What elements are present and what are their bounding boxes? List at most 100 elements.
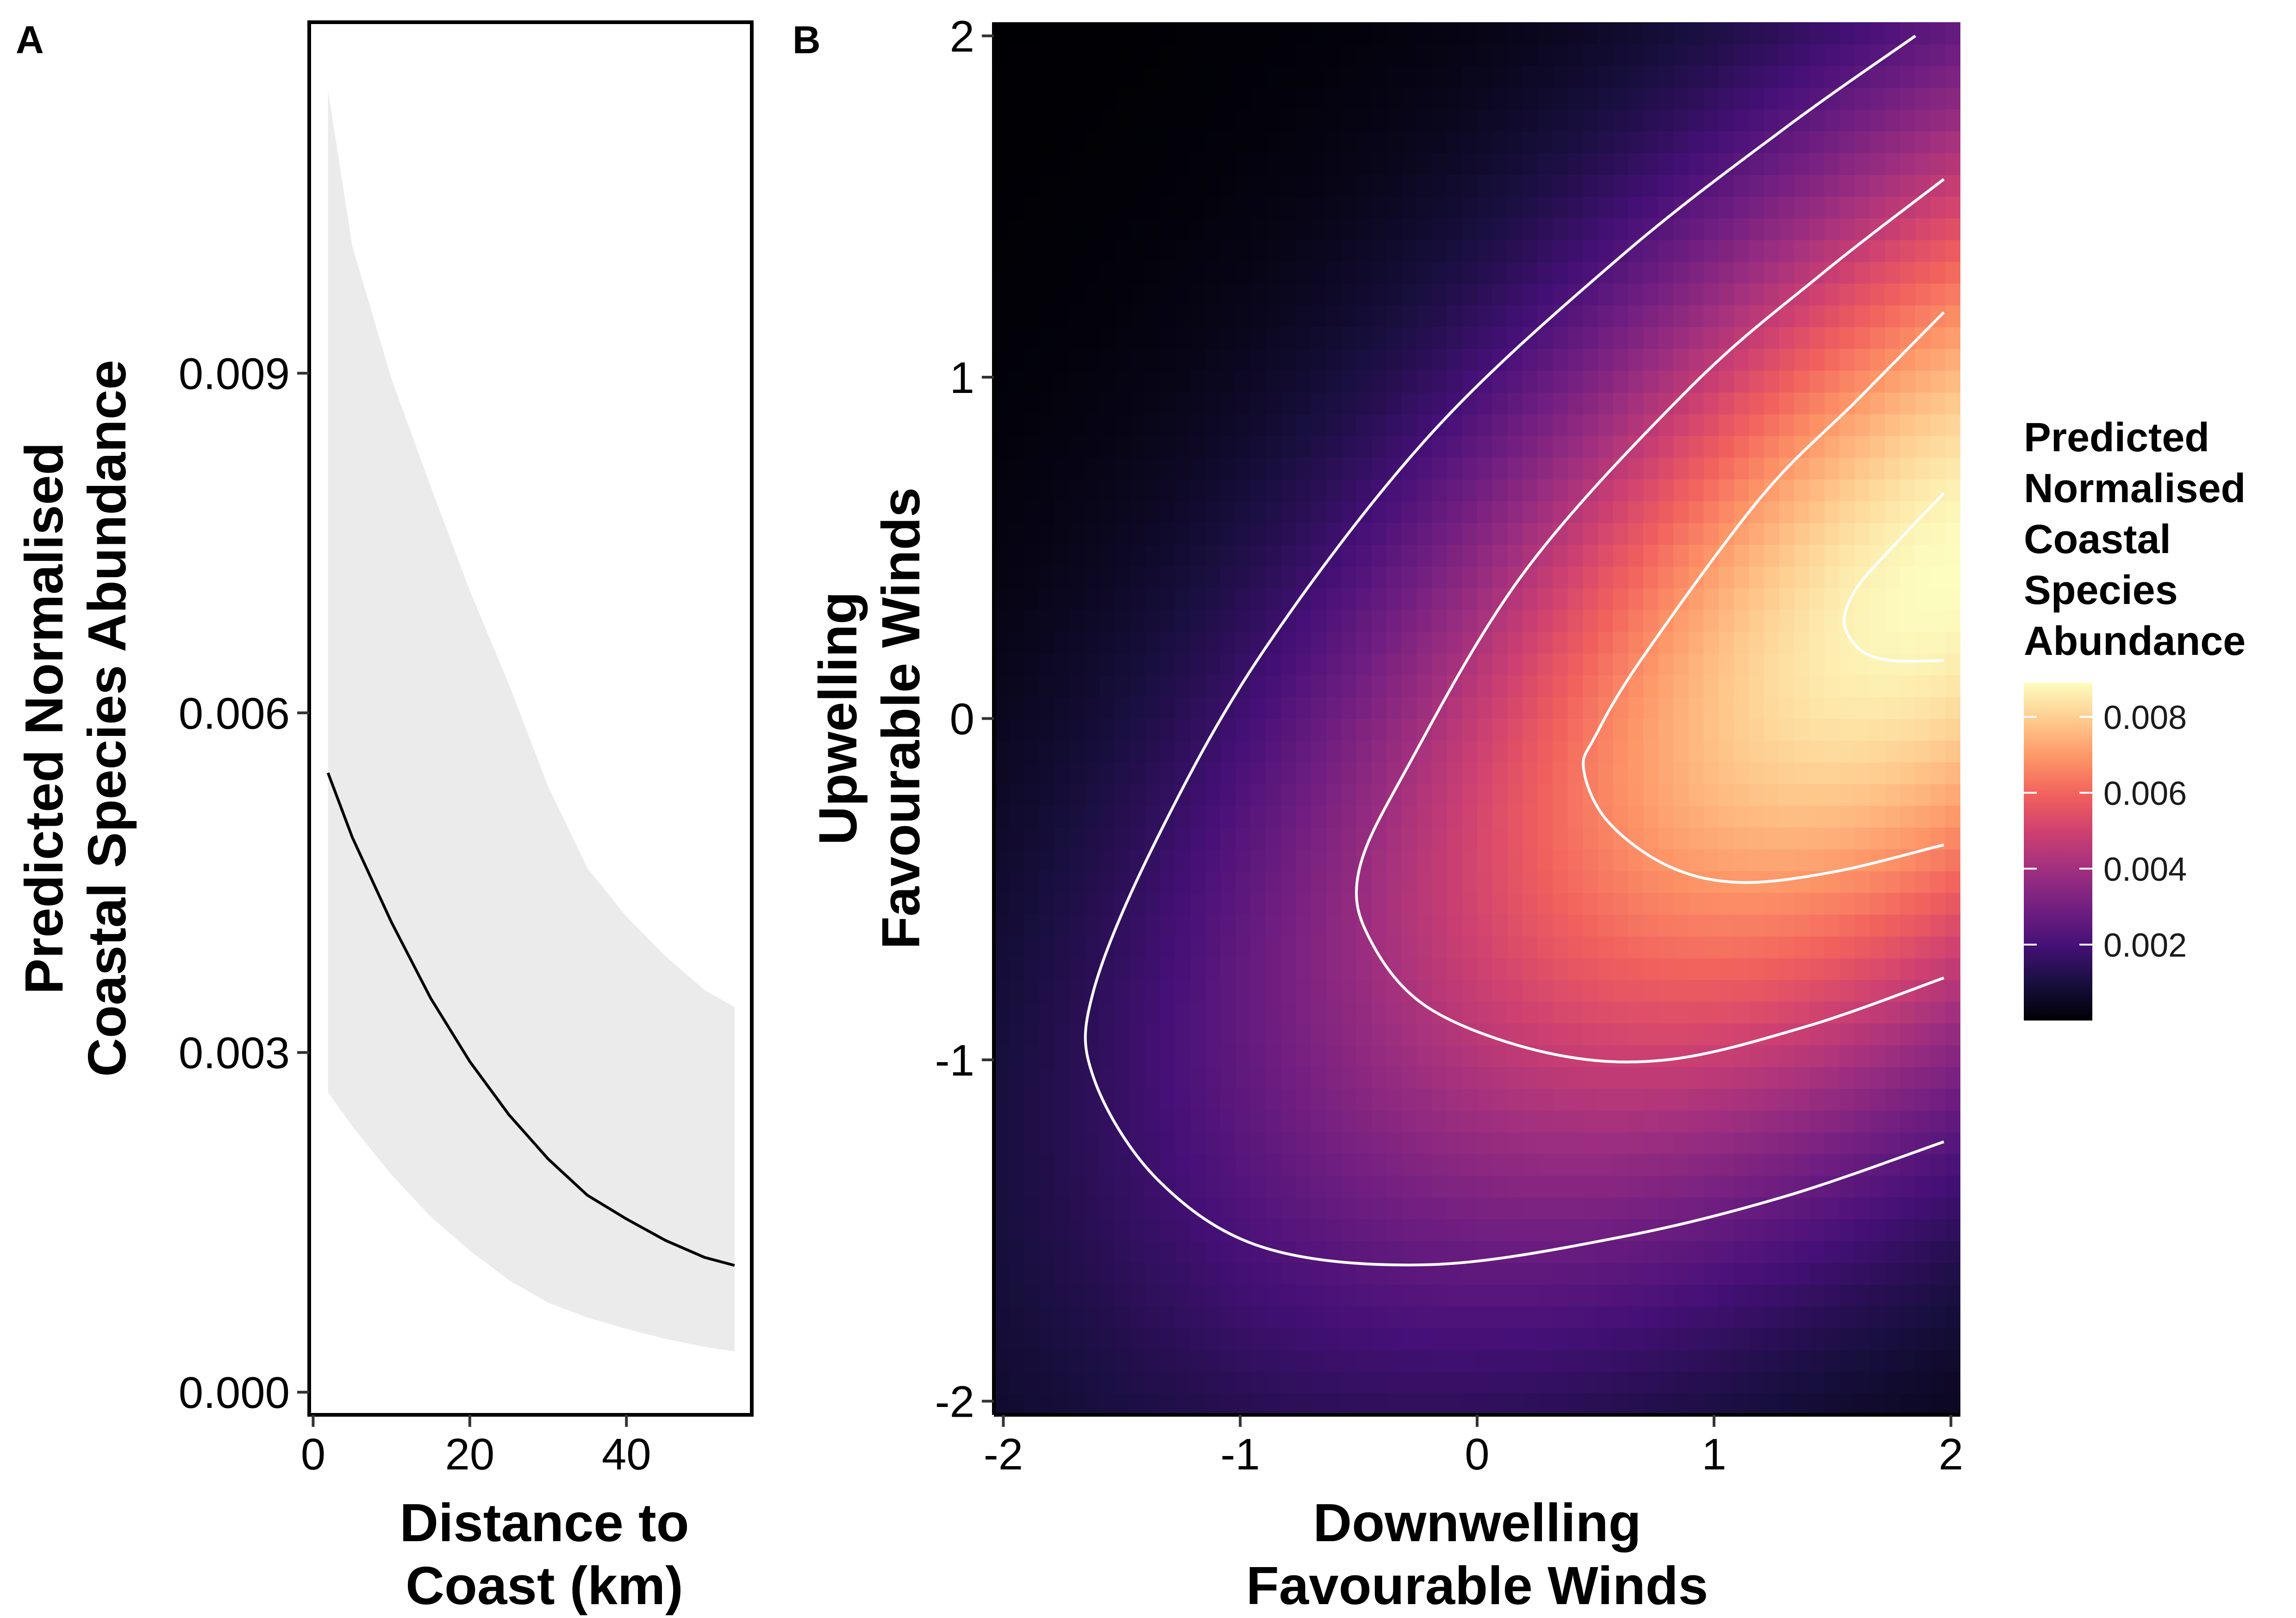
- heatmap-tile: [1371, 87, 1387, 110]
- heatmap-tile: [1492, 871, 1508, 893]
- heatmap-tile: [1884, 1110, 1901, 1133]
- heatmap-tile: [1039, 414, 1055, 436]
- heatmap-tile: [1266, 261, 1281, 284]
- heatmap-tile: [1688, 283, 1704, 305]
- heatmap-tile: [1507, 1240, 1523, 1263]
- heatmap-tile: [1371, 762, 1387, 784]
- heatmap-tile: [994, 174, 1010, 197]
- heatmap-tile: [1401, 1001, 1417, 1024]
- heatmap-tile: [1854, 305, 1870, 327]
- heatmap-tile: [1205, 436, 1221, 458]
- heatmap-tile: [1175, 914, 1191, 937]
- heatmap-tile: [1673, 283, 1689, 305]
- heatmap-tile: [1371, 1045, 1387, 1067]
- heatmap-tile: [1205, 1393, 1221, 1415]
- heatmap-tile: [1915, 348, 1931, 371]
- heatmap-tile: [994, 1262, 1010, 1285]
- heatmap-tile: [1356, 109, 1372, 131]
- heatmap-tile: [1703, 827, 1719, 850]
- heatmap-tile: [1205, 131, 1221, 153]
- heatmap-tile: [1054, 718, 1070, 741]
- heatmap-tile: [1099, 892, 1115, 915]
- heatmap-tile: [1840, 1327, 1855, 1350]
- heatmap-tile: [1870, 22, 1885, 44]
- heatmap-tile: [1749, 914, 1765, 937]
- heatmap-tile: [1553, 1350, 1568, 1372]
- heatmap-tile: [1749, 1393, 1765, 1415]
- heatmap-tile: [1915, 958, 1931, 980]
- heatmap-tile: [1175, 1153, 1191, 1176]
- heatmap-tile: [1900, 631, 1915, 654]
- heatmap-tile: [1280, 240, 1297, 262]
- heatmap-tile: [1900, 827, 1915, 850]
- heatmap-tile: [1386, 1110, 1402, 1133]
- heatmap-tile: [1190, 805, 1206, 828]
- heatmap-tile: [1764, 892, 1780, 915]
- heatmap-tile: [1447, 66, 1463, 88]
- heatmap-tile: [1401, 914, 1417, 937]
- heatmap-tile: [1613, 544, 1628, 567]
- heatmap-tile: [1220, 479, 1236, 502]
- heatmap-tile: [1809, 1023, 1825, 1045]
- heatmap-tile: [1945, 1393, 1960, 1415]
- heatmap-tile: [1553, 1153, 1568, 1176]
- heatmap-tile: [1099, 1350, 1115, 1372]
- heatmap-tile: [1930, 1393, 1946, 1415]
- heatmap-tile: [1945, 588, 1960, 610]
- heatmap-tile: [1145, 457, 1160, 480]
- heatmap-tile: [1235, 305, 1251, 327]
- heatmap-tile: [1296, 610, 1311, 632]
- heatmap-tile: [1326, 588, 1342, 610]
- heatmap-tile: [1129, 501, 1145, 523]
- heatmap-tile: [1749, 740, 1765, 763]
- heatmap-tile: [1870, 240, 1885, 262]
- heatmap-tile: [1764, 849, 1780, 871]
- heatmap-tile: [1703, 1350, 1719, 1372]
- heatmap-tile: [994, 218, 1010, 240]
- heatmap-tile: [1567, 979, 1584, 1002]
- heatmap-tile: [1250, 523, 1266, 545]
- heatmap-tile: [1416, 697, 1432, 719]
- heatmap-tile: [1447, 762, 1463, 784]
- heatmap-tile: [1673, 566, 1689, 589]
- heatmap-tile: [1567, 1284, 1584, 1307]
- heatmap-tile: [1296, 1393, 1311, 1415]
- heatmap-tile: [1779, 479, 1795, 502]
- heatmap-tile: [1371, 109, 1387, 131]
- heatmap-tile: [1115, 22, 1130, 44]
- heatmap-tile: [1190, 1306, 1206, 1328]
- heatmap-tile: [1749, 1262, 1765, 1285]
- heatmap-tile: [1734, 523, 1749, 545]
- heatmap-tile: [1250, 1197, 1266, 1220]
- heatmap-tile: [1673, 1132, 1689, 1154]
- heatmap-tile: [1311, 261, 1327, 284]
- heatmap-tile: [1824, 1197, 1840, 1220]
- heatmap-tile: [1764, 784, 1780, 806]
- heatmap-tile: [1824, 1088, 1840, 1111]
- heatmap-tile: [1749, 827, 1765, 850]
- heatmap-tile: [1658, 1371, 1674, 1394]
- heatmap-tile: [1311, 370, 1327, 393]
- heatmap-tile: [1190, 544, 1206, 567]
- heatmap-tile: [1915, 566, 1931, 589]
- heatmap-tile: [1567, 544, 1584, 567]
- heatmap-tile: [1311, 1175, 1327, 1198]
- heatmap-tile: [1522, 1306, 1538, 1328]
- heatmap-tile: [1870, 1350, 1885, 1372]
- heatmap-tile: [1719, 827, 1734, 850]
- heatmap-tile: [1643, 914, 1659, 937]
- heatmap-tile: [1160, 44, 1176, 66]
- heatmap-tile: [1522, 153, 1538, 175]
- heatmap-tile: [1628, 327, 1644, 349]
- heatmap-tile: [1039, 1371, 1055, 1394]
- heatmap-tile: [1824, 631, 1840, 654]
- heatmap-tile: [1840, 523, 1855, 545]
- heatmap-tile: [1945, 979, 1960, 1002]
- heatmap-tile: [1447, 218, 1463, 240]
- heatmap-tile: [1235, 914, 1251, 937]
- heatmap-tile: [1915, 740, 1931, 763]
- heatmap-tile: [1311, 762, 1327, 784]
- heatmap-tile: [1432, 718, 1447, 741]
- heatmap-tile: [1870, 1175, 1885, 1198]
- heatmap-tile: [1250, 414, 1266, 436]
